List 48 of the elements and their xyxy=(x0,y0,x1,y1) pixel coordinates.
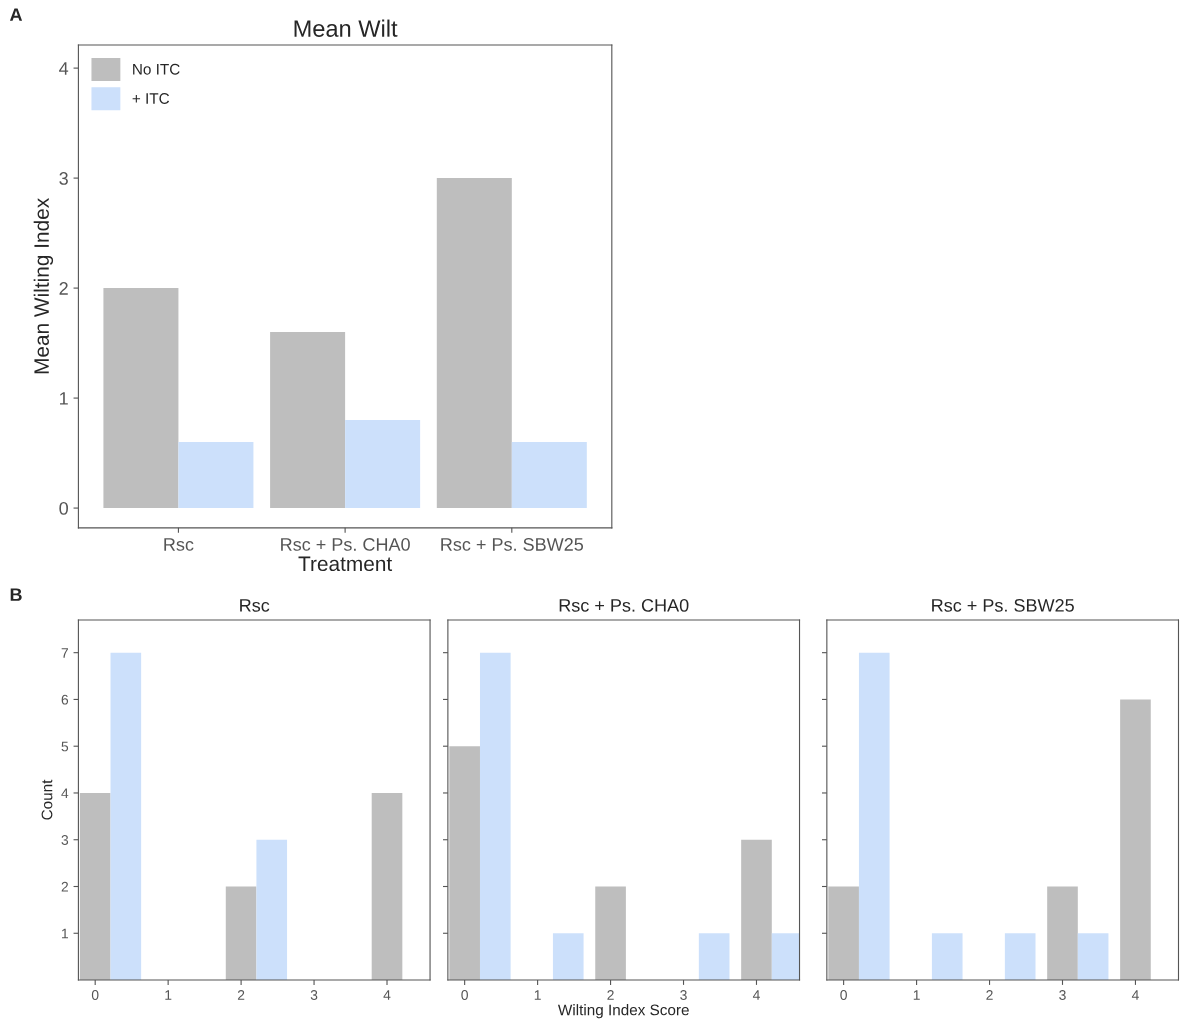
y-tick-label: 3 xyxy=(61,835,69,845)
bar xyxy=(436,178,512,509)
x-tick-label: 2 xyxy=(607,990,614,1000)
bar xyxy=(270,332,346,509)
chart-title: Rsc + Ps. SBW25 xyxy=(932,599,1074,612)
y-tick-label: 1 xyxy=(60,392,68,405)
y-axis-title: Mean Wilting Index xyxy=(33,198,54,374)
y-tick-label: 0 xyxy=(59,502,68,515)
x-tick-label: 2 xyxy=(237,990,245,1000)
x-tick-label: 4 xyxy=(383,990,391,1000)
y-tick-label: 4 xyxy=(59,62,69,75)
x-tick-label: 1 xyxy=(534,990,541,1000)
x-tick-label: 0 xyxy=(91,990,99,1000)
y-tick-label: 1 xyxy=(62,928,69,939)
legend-label: No ITC xyxy=(133,63,180,75)
x-tick-label: 0 xyxy=(461,990,468,1000)
chart-title: Mean Wilt xyxy=(294,19,398,37)
x-tick-label: 3 xyxy=(1059,990,1066,1000)
bar xyxy=(103,288,179,509)
chart-title: Rsc xyxy=(240,599,270,612)
x-tick-label: 3 xyxy=(680,990,687,1000)
y-tick-label: 2 xyxy=(61,881,68,892)
y-tick-label: 7 xyxy=(61,648,68,658)
y-tick-label: 6 xyxy=(61,694,69,705)
x-tick-label: 1 xyxy=(913,990,920,1000)
x-tick-label: Rsc + Ps. CHA0 xyxy=(281,538,410,551)
x-tick-label: 3 xyxy=(310,990,318,1000)
y-tick-label: 4 xyxy=(61,788,69,798)
x-tick-label: 1 xyxy=(165,990,172,1000)
text: B xyxy=(10,588,22,601)
x-tick-label: 4 xyxy=(752,990,760,1000)
y-tick-label: 5 xyxy=(61,741,69,752)
x-axis-title: Wilting Index Score xyxy=(557,1004,689,1019)
x-tick-label: Rsc xyxy=(164,538,194,551)
x-tick-label: 2 xyxy=(986,990,993,1000)
x-tick-label: Rsc + Ps. SBW25 xyxy=(441,538,584,551)
x-tick-label: 0 xyxy=(840,990,847,1000)
x-axis-title: Treatment xyxy=(298,556,393,572)
text: A xyxy=(9,8,23,21)
y-tick-label: 3 xyxy=(59,172,68,185)
y-axis-title: Count xyxy=(41,779,53,820)
legend-label: + ITC xyxy=(132,93,170,104)
chart-title: Rsc + Ps. CHA0 xyxy=(559,599,689,612)
bar xyxy=(345,420,421,509)
x-tick-label: 4 xyxy=(1131,990,1139,1000)
bar xyxy=(511,442,587,509)
bar xyxy=(178,442,254,509)
y-tick-label: 2 xyxy=(59,282,68,295)
